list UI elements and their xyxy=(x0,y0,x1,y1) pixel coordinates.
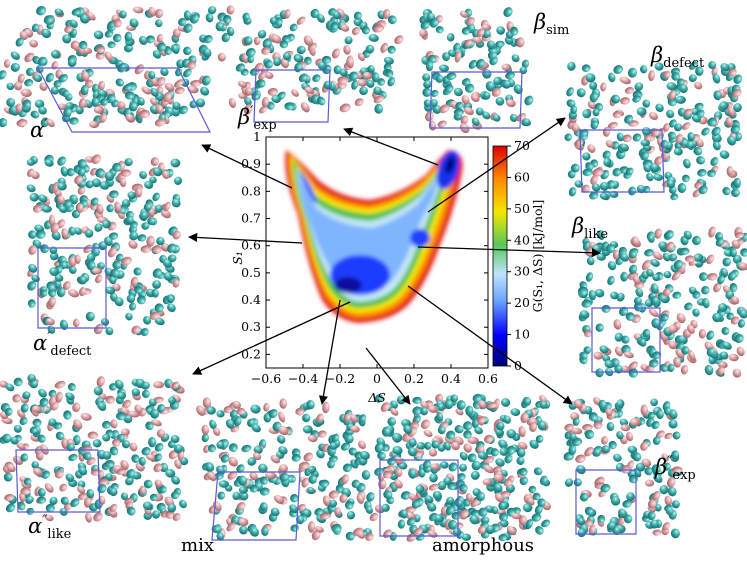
colorbar xyxy=(493,146,507,366)
y-tick-label: 0.7 xyxy=(241,211,261,226)
label-beta-defect: βdefect xyxy=(651,45,704,70)
colorbar-tick-label: 10 xyxy=(514,327,530,342)
y-tick-label: 0.5 xyxy=(241,265,261,280)
colorbar-tick-label: 30 xyxy=(514,264,530,279)
colorbar-tick-label: 60 xyxy=(514,169,530,184)
x-tick-label: −0.2 xyxy=(325,371,355,386)
snapshot-amorphous xyxy=(373,392,553,543)
label-alpha-double-prime-like: α″like xyxy=(28,514,71,541)
label-beta-like: βlike xyxy=(572,216,608,241)
x-tick-label: 0 xyxy=(373,371,381,386)
label-alpha-prime-defect: α′defect xyxy=(33,331,91,358)
y-tick-label: 0.8 xyxy=(241,183,261,198)
x-axis-label: ΔS xyxy=(367,390,386,405)
colorbar-tick-label: 50 xyxy=(514,201,530,216)
snapshot-beta-defect xyxy=(563,60,744,201)
y-tick-label: 0.2 xyxy=(241,346,261,361)
x-tick-label: 0.6 xyxy=(478,371,498,386)
label-beta-prime-exp: β′exp xyxy=(238,105,277,132)
colorbar-tick-label: 40 xyxy=(514,232,530,247)
x-tick-label: −0.6 xyxy=(251,371,281,386)
label-amorphous: amorphous xyxy=(432,535,534,556)
y-axis-label: S₁ xyxy=(230,251,245,265)
colorbar-label: G(S₁, ΔS) [kJ/mol] xyxy=(530,200,545,313)
y-tick-label: 0.4 xyxy=(241,292,261,307)
y-tick-label: 0.3 xyxy=(241,319,261,334)
snapshot-alpha-prime-defect xyxy=(25,152,183,337)
snapshot-alpha-double-prime-like xyxy=(0,372,190,523)
x-tick-label: 0.2 xyxy=(404,371,424,386)
basin-alpha xyxy=(334,277,362,293)
label-beta-sim: βsim xyxy=(534,12,569,37)
x-tick-label: 0.4 xyxy=(441,371,461,386)
basin-beta-like xyxy=(410,229,430,247)
snapshot-mix xyxy=(194,397,380,543)
snapshot-beta-sim xyxy=(418,5,535,135)
x-tick-label: −0.4 xyxy=(288,371,318,386)
snapshot-beta-like xyxy=(577,226,747,380)
snapshot-alpha-prime xyxy=(0,4,235,132)
label-alpha-prime: α′ xyxy=(30,118,47,145)
colorbar-tick-label: 20 xyxy=(514,295,530,310)
label-beta-double-prime-exp: β″exp xyxy=(655,455,696,482)
label-mix: mix xyxy=(181,535,214,556)
